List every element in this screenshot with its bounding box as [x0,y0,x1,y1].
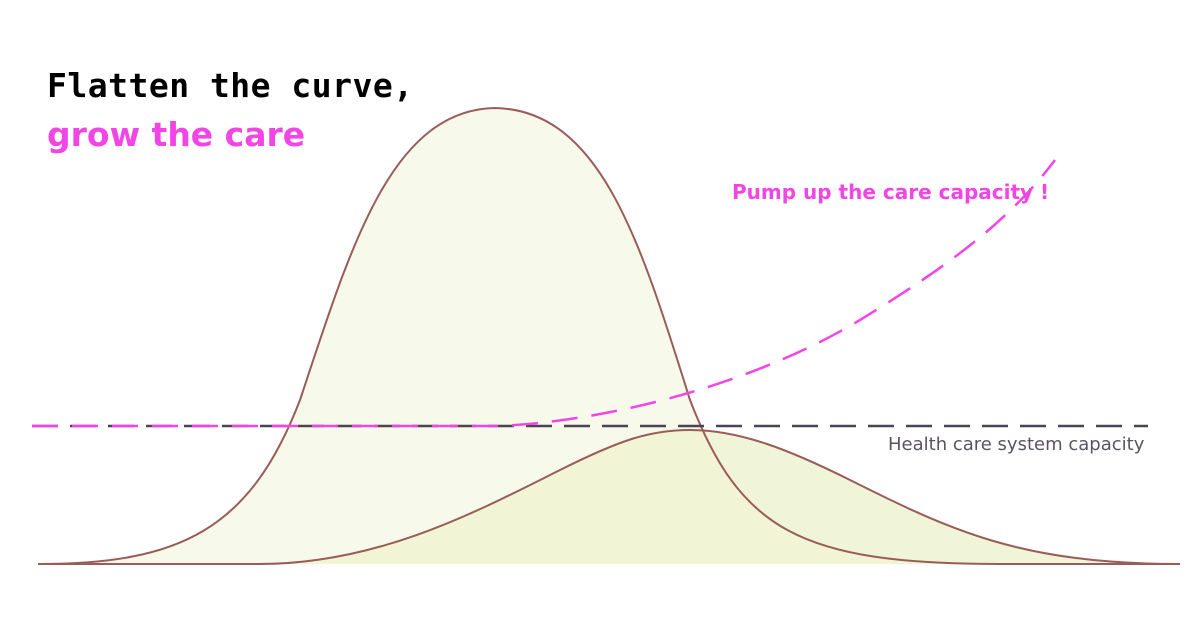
tall-curve-fill [38,108,1000,564]
growing-capacity-dashed-curve [32,159,1056,428]
tall-curve-line [37,106,1001,565]
title-line-2: grow the care [47,115,306,154]
flat-curve-fill [38,430,1180,564]
flat-curve-line [38,428,1181,565]
pump-capacity-label: Pump up the care capacity ! [732,180,1050,204]
title-line-1: Flatten the curve, [47,66,414,105]
system-capacity-label: Health care system capacity [888,434,1145,455]
